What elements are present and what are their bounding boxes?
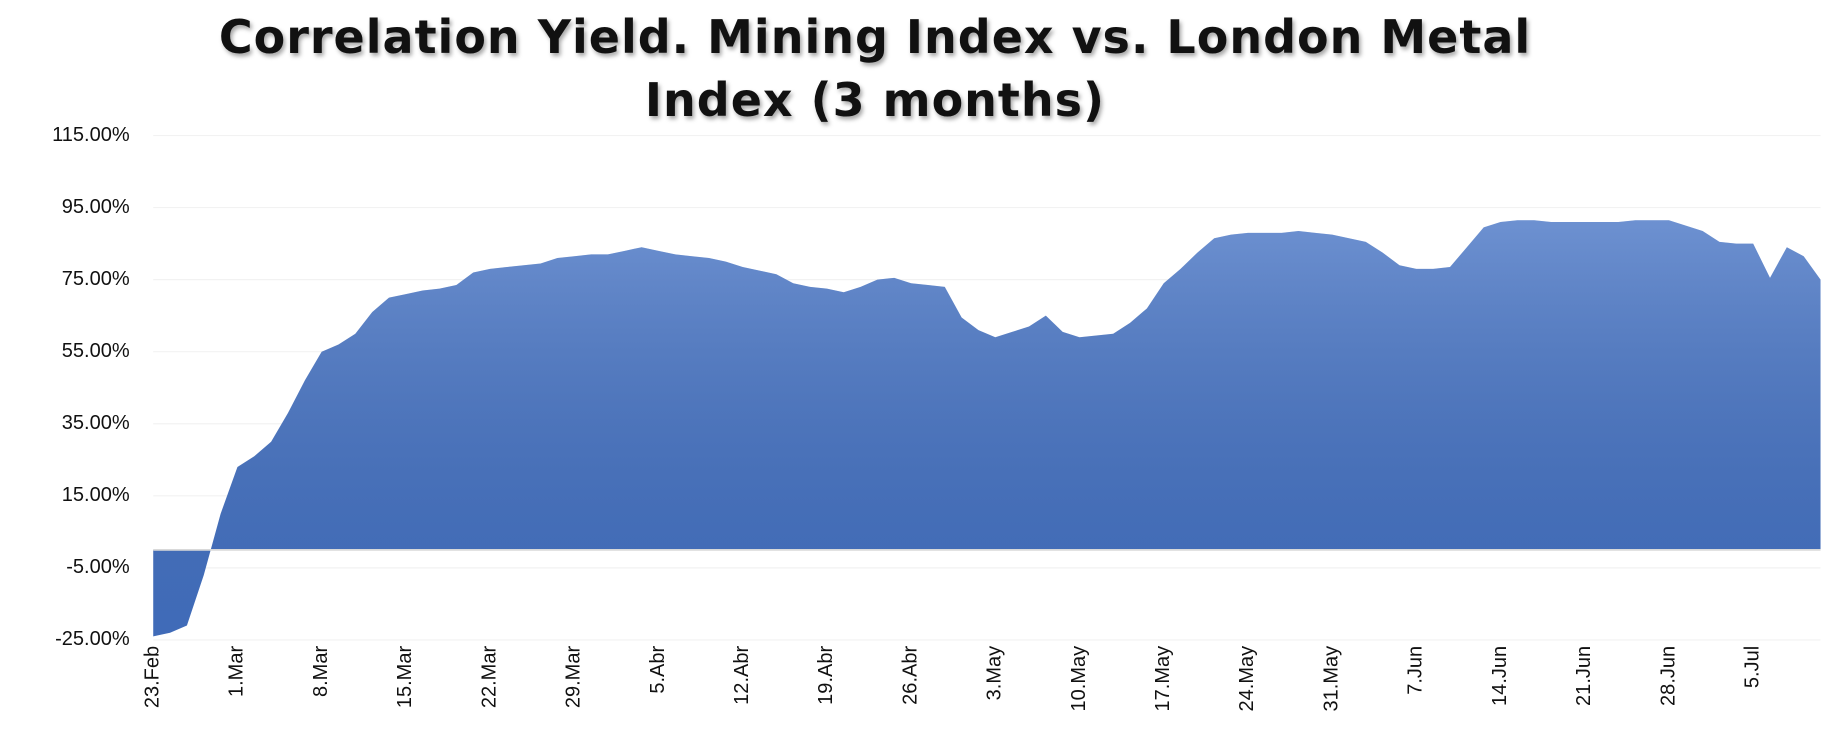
y-tick-label: 55.00% bbox=[62, 340, 130, 362]
y-tick-label: 95.00% bbox=[62, 196, 130, 218]
x-tick-label: 23.Feb bbox=[142, 646, 164, 708]
x-tick-label: 22.Mar bbox=[478, 646, 500, 709]
y-tick-label: 75.00% bbox=[62, 268, 130, 290]
x-tick-label: 1.Mar bbox=[226, 646, 248, 697]
x-tick-label: 15.Mar bbox=[394, 646, 416, 709]
y-tick-label: -25.00% bbox=[55, 628, 130, 650]
x-tick-label: 12.Abr bbox=[731, 646, 753, 705]
x-tick-label: 5.Abr bbox=[647, 646, 669, 694]
y-tick-label: -5.00% bbox=[66, 556, 130, 578]
x-tick-label: 31.May bbox=[1320, 646, 1342, 712]
area-shade bbox=[153, 220, 1821, 637]
x-tick-label: 28.Jun bbox=[1657, 646, 1679, 706]
y-tick-label: 115.00% bbox=[52, 124, 130, 146]
x-tick-label: 10.May bbox=[1068, 646, 1090, 712]
x-tick-label: 3.May bbox=[984, 646, 1006, 701]
x-tick-label: 26.Abr bbox=[899, 646, 921, 705]
x-tick-label: 14.Jun bbox=[1489, 646, 1511, 706]
x-tick-label: 21.Jun bbox=[1573, 646, 1595, 706]
chart-title: Correlation Yield. Mining Index vs. Lond… bbox=[218, 10, 1532, 127]
x-tick-label: 5.Jul bbox=[1741, 646, 1763, 688]
x-tick-label: 8.Mar bbox=[310, 646, 332, 697]
x-tick-label: 19.Abr bbox=[815, 646, 837, 705]
y-tick-label: 35.00% bbox=[62, 412, 130, 434]
x-tick-label: 7.Jun bbox=[1405, 646, 1427, 695]
y-tick-label: 15.00% bbox=[62, 484, 130, 506]
x-tick-label: 29.Mar bbox=[563, 646, 585, 709]
x-tick-label: 24.May bbox=[1236, 646, 1258, 712]
x-tick-label: 17.May bbox=[1152, 646, 1174, 712]
